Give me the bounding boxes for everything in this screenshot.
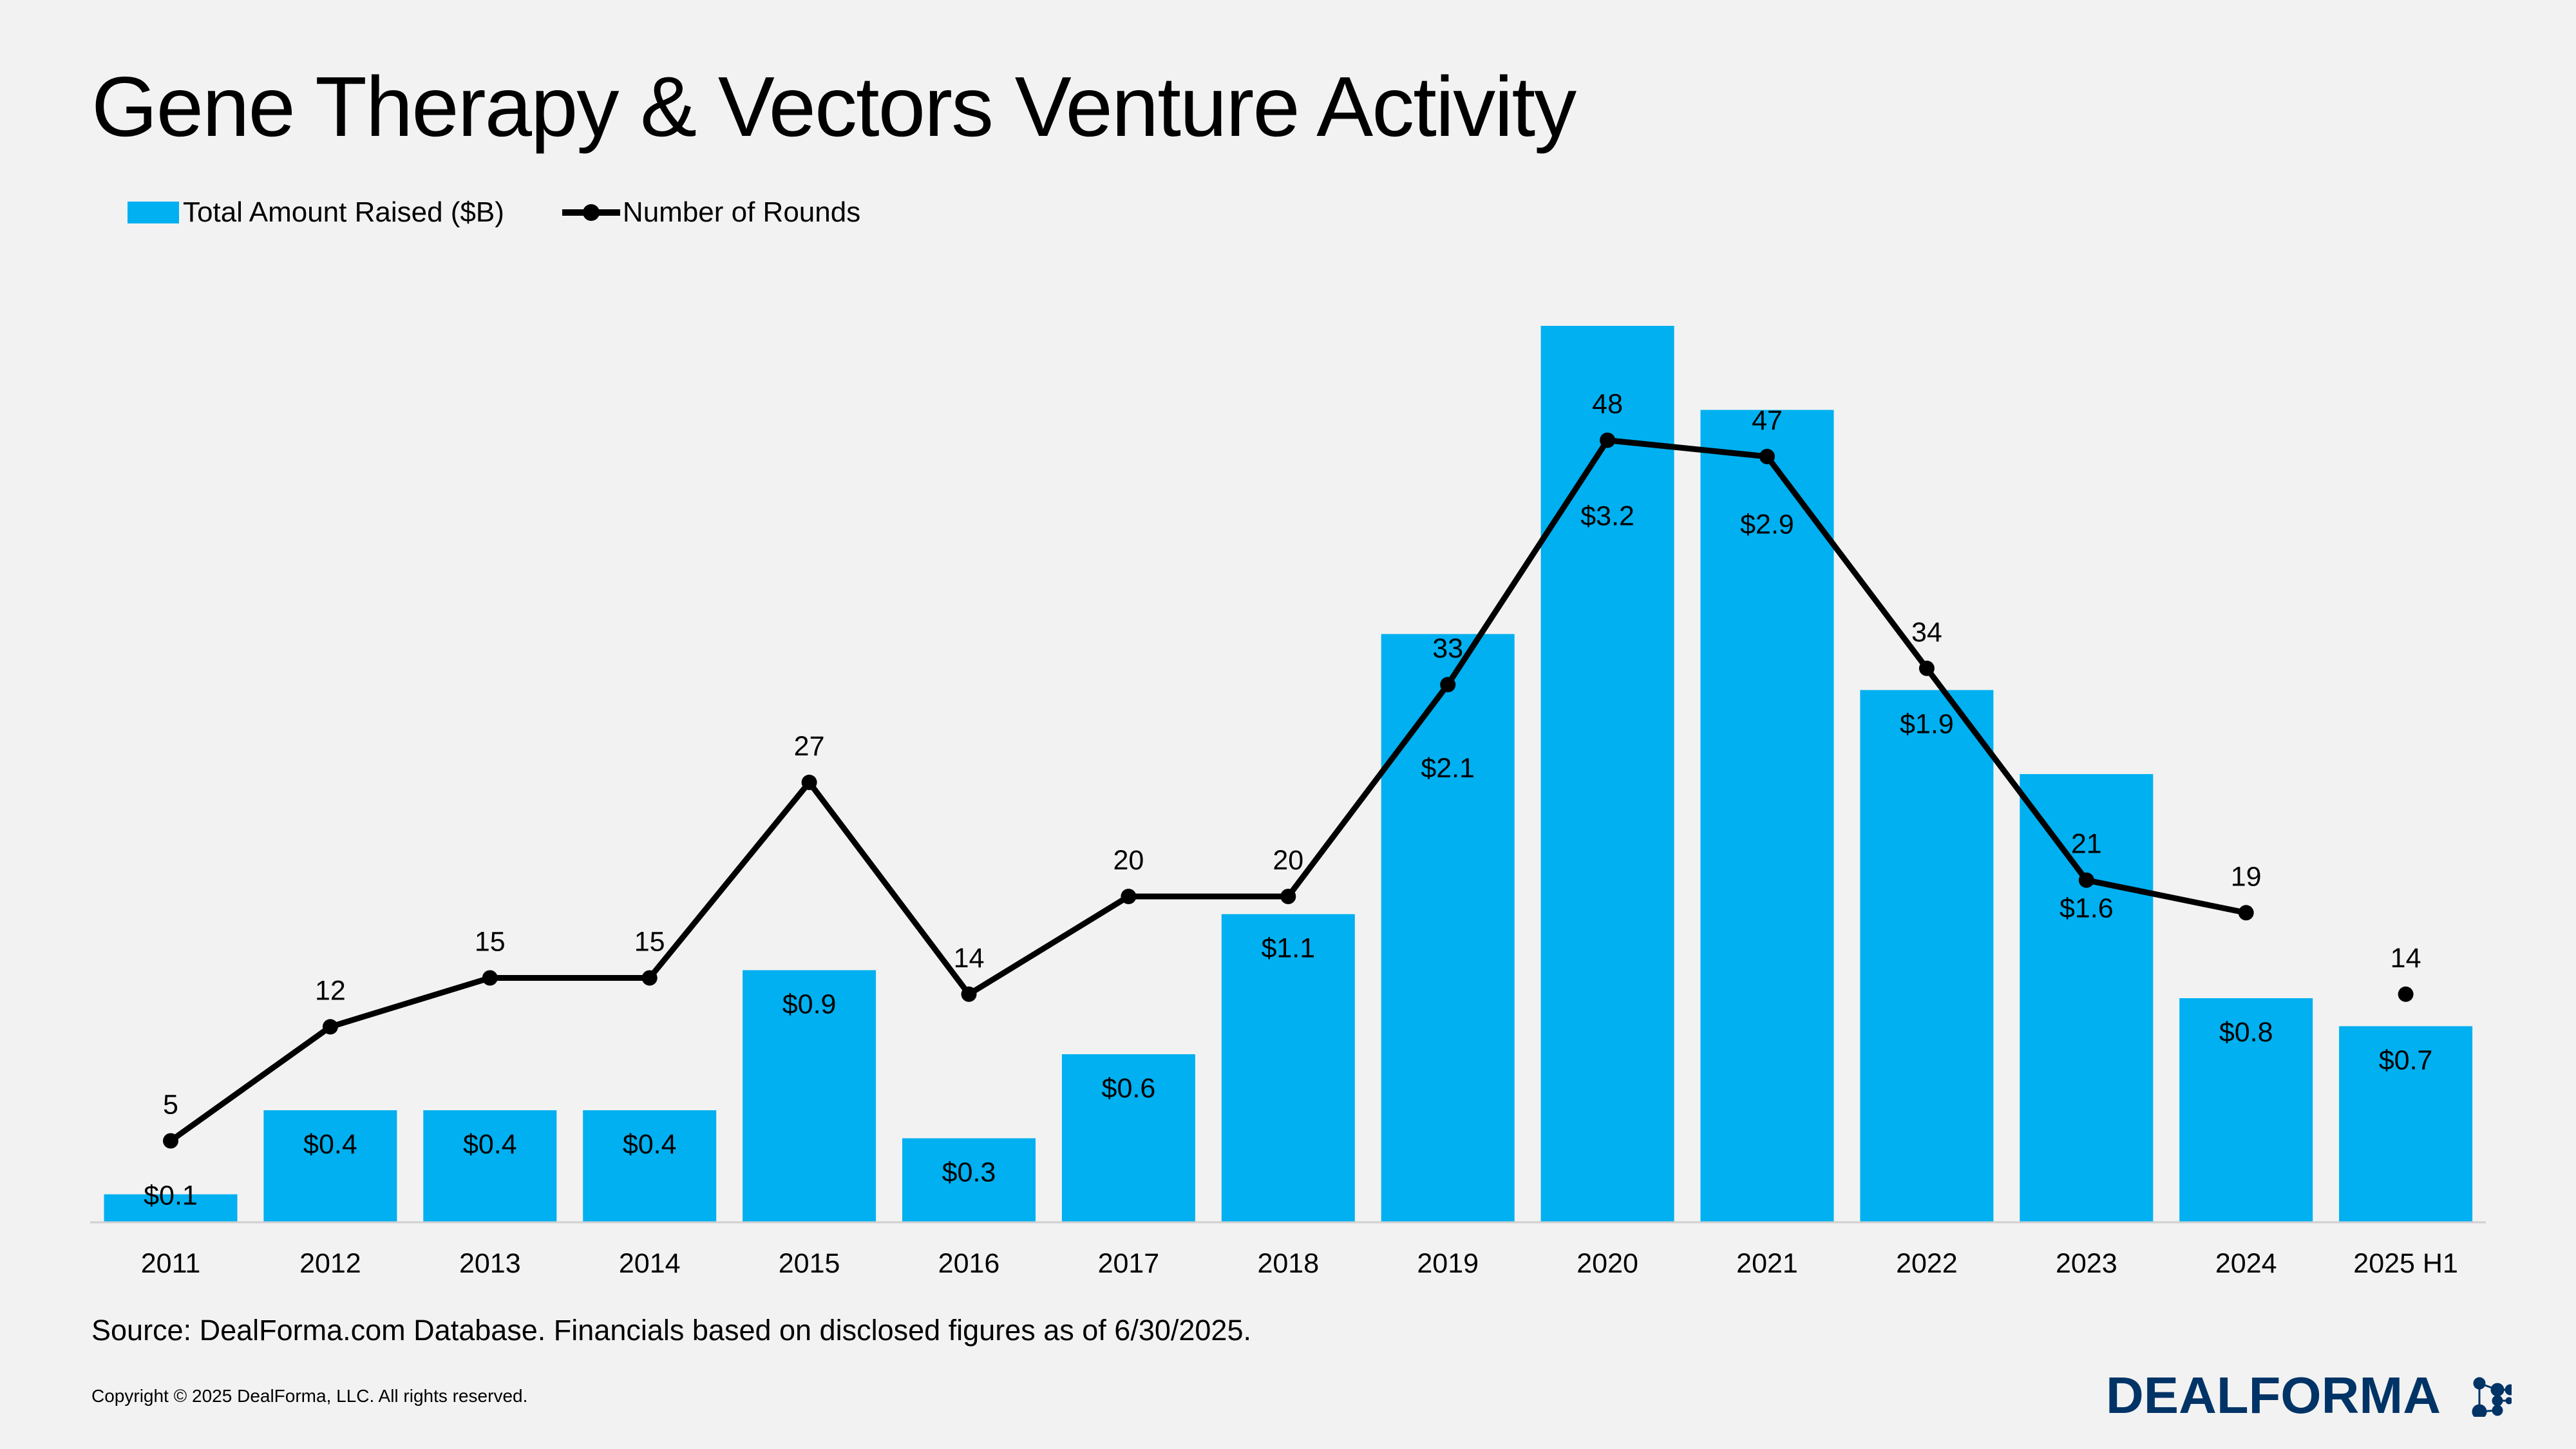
- rounds-label-2013: 15: [475, 927, 506, 958]
- x-tick-2012: 2012: [299, 1248, 361, 1279]
- x-tick-2019: 2019: [1417, 1248, 1479, 1279]
- bar-label-2020: $3.2: [1580, 500, 1634, 531]
- rounds-point-2012: [322, 1019, 338, 1035]
- bar-2014: [583, 1110, 717, 1222]
- rounds-label-2011: 5: [163, 1090, 178, 1121]
- bar-label-2025 H1: $0.7: [2379, 1045, 2433, 1076]
- rounds-label-2022: 34: [1911, 617, 1942, 648]
- bar-label-2021: $2.9: [1740, 509, 1794, 540]
- rounds-point-2011: [163, 1133, 178, 1149]
- source-note: Source: DealForma.com Database. Financia…: [91, 1314, 1251, 1347]
- svg-text:DEALFORMA: DEALFORMA: [2106, 1367, 2441, 1417]
- rounds-point-2014: [641, 970, 658, 986]
- rounds-label-2024: 19: [2231, 861, 2262, 892]
- bar-label-2017: $0.6: [1102, 1073, 1156, 1104]
- rounds-point-2017: [1121, 889, 1137, 904]
- bar-label-2014: $0.4: [623, 1129, 677, 1160]
- bar-2025 H1: [2339, 1026, 2473, 1222]
- x-tick-2020: 2020: [1577, 1248, 1638, 1279]
- rounds-point-2018: [1280, 889, 1296, 904]
- bar-label-2011: $0.1: [144, 1180, 198, 1211]
- rounds-label-2018: 20: [1273, 845, 1303, 876]
- bar-2022: [1860, 690, 1994, 1222]
- copyright: Copyright © 2025 DealForma, LLC. All rig…: [91, 1386, 528, 1406]
- rounds-label-2020: 48: [1592, 389, 1623, 420]
- legend: Total Amount Raised ($B) Number of Round…: [128, 196, 860, 229]
- rounds-point-2025 H1: [2398, 986, 2414, 1002]
- bar-label-2024: $0.8: [2219, 1017, 2273, 1048]
- rounds-label-2017: 20: [1113, 845, 1144, 876]
- rounds-label-2025 H1: 14: [2391, 943, 2421, 974]
- bar-2015: [743, 970, 876, 1222]
- rounds-point-2023: [2078, 872, 2094, 888]
- x-tick-2011: 2011: [141, 1248, 200, 1279]
- bar-2017: [1061, 1054, 1195, 1222]
- x-tick-2015: 2015: [779, 1248, 840, 1279]
- bar-label-2016: $0.3: [942, 1157, 996, 1188]
- bar-2023: [2020, 774, 2154, 1222]
- bar-2011: [104, 1194, 238, 1222]
- bar-2012: [263, 1110, 397, 1222]
- x-tick-2023: 2023: [2056, 1248, 2117, 1279]
- rounds-label-2023: 21: [2071, 829, 2102, 860]
- x-tick-2014: 2014: [619, 1248, 681, 1279]
- bar-2021: [1700, 410, 1834, 1222]
- bar-label-2019: $2.1: [1421, 753, 1475, 784]
- bar-2019: [1381, 634, 1515, 1222]
- bar-label-2013: $0.4: [463, 1129, 517, 1160]
- dealforma-logo: DEALFORMA: [2106, 1367, 2512, 1417]
- bar-2018: [1221, 914, 1355, 1222]
- rounds-label-2015: 27: [794, 731, 825, 762]
- rounds-point-2013: [482, 970, 498, 986]
- x-tick-2017: 2017: [1098, 1248, 1160, 1279]
- rounds-point-2020: [1600, 432, 1616, 448]
- legend-swatch-line: [562, 204, 620, 221]
- bar-2013: [423, 1110, 557, 1222]
- rounds-label-2014: 15: [634, 927, 665, 958]
- bar-label-2022: $1.9: [1900, 709, 1954, 740]
- rounds-point-2021: [1759, 448, 1775, 464]
- x-tick-2024: 2024: [2215, 1248, 2277, 1279]
- x-tick-2016: 2016: [938, 1248, 1000, 1279]
- rounds-line: [169, 437, 2247, 1144]
- bar-label-2023: $1.6: [2060, 893, 2114, 924]
- rounds-point-2019: [1440, 677, 1456, 693]
- bar-label-2018: $1.1: [1261, 933, 1315, 964]
- rounds-point-2016: [961, 986, 977, 1002]
- x-tick-2022: 2022: [1896, 1248, 1958, 1279]
- rounds-point-2024: [2238, 905, 2254, 921]
- bar-2016: [902, 1138, 1036, 1222]
- x-tick-2018: 2018: [1257, 1248, 1319, 1279]
- rounds-point-2015: [801, 774, 817, 790]
- rounds-label-2019: 33: [1432, 633, 1463, 664]
- rounds-label-2012: 12: [315, 975, 346, 1006]
- x-tick-2021: 2021: [1736, 1248, 1798, 1279]
- rounds-label-2016: 14: [954, 943, 985, 974]
- bar-label-2015: $0.9: [782, 989, 837, 1020]
- rounds-label-2021: 47: [1752, 405, 1783, 436]
- legend-label-rounds: Number of Rounds: [622, 196, 861, 228]
- legend-label-amount: Total Amount Raised ($B): [183, 196, 504, 228]
- legend-swatch-bar: [128, 202, 179, 223]
- chart-title: Gene Therapy & Vectors Venture Activity: [91, 59, 1577, 154]
- x-tick-2013: 2013: [459, 1248, 521, 1279]
- bar-label-2012: $0.4: [303, 1129, 357, 1160]
- x-tick-2025 H1: 2025 H1: [2353, 1248, 2458, 1279]
- bar-2020: [1540, 326, 1674, 1222]
- bar-2024: [2179, 998, 2313, 1222]
- rounds-point-2022: [1918, 660, 1935, 676]
